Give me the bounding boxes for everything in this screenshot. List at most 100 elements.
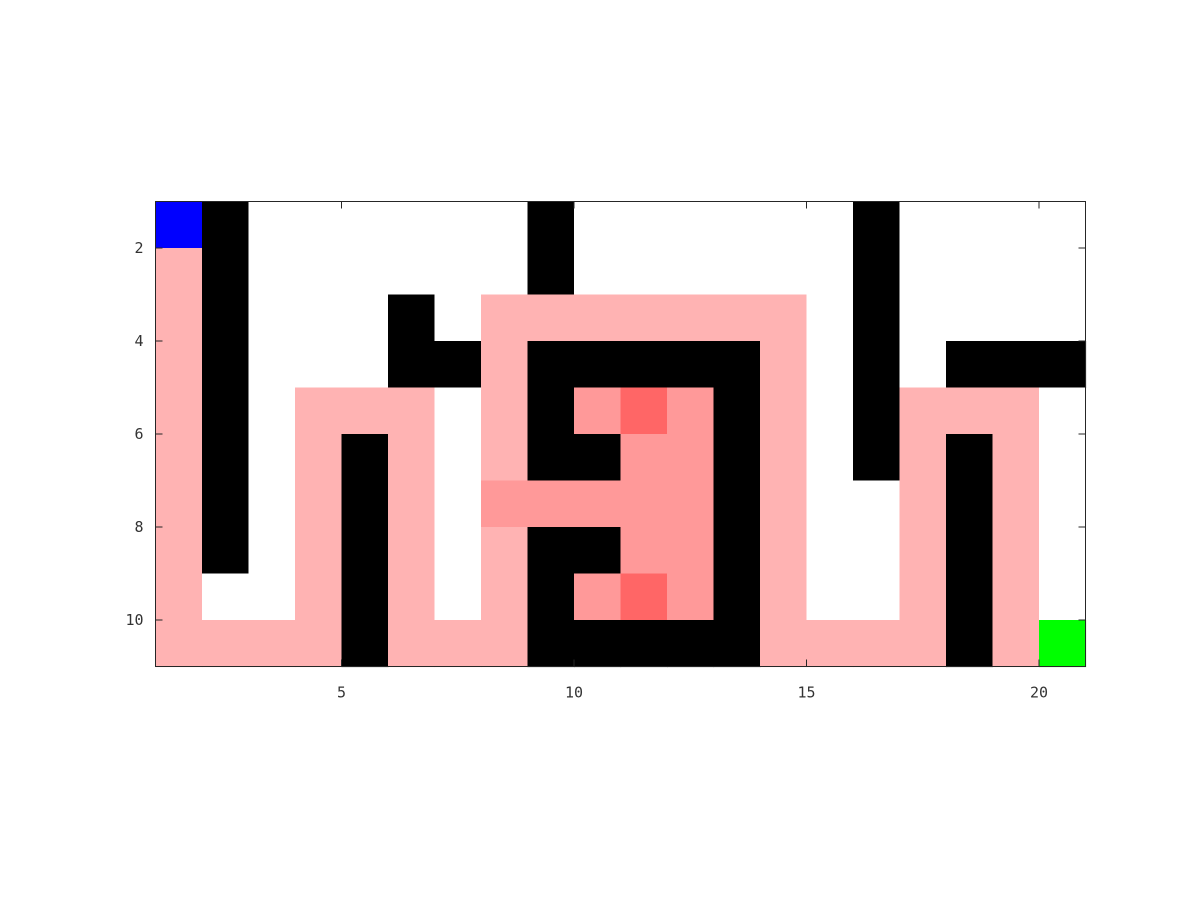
heatmap-cell <box>295 480 343 528</box>
heatmap-cell <box>388 527 436 575</box>
heatmap-cell <box>295 434 343 482</box>
heatmap-cell <box>155 480 203 528</box>
heatmap-cell <box>760 294 808 342</box>
heatmap-cell <box>946 527 994 575</box>
heatmap-cell <box>899 248 947 296</box>
heatmap-cell <box>899 341 947 389</box>
heatmap-cell <box>667 480 715 528</box>
heatmap-cell <box>992 387 1040 435</box>
heatmap-cell <box>620 248 668 296</box>
heatmap-cell <box>992 248 1040 296</box>
heatmap-cell <box>527 341 575 389</box>
heatmap-cell <box>155 387 203 435</box>
heatmap-cell <box>992 527 1040 575</box>
heatmap-cell <box>248 434 296 482</box>
heatmap-cell <box>574 620 622 668</box>
heatmap-cell <box>992 341 1040 389</box>
heatmap-cell <box>341 620 389 668</box>
heatmap-cell <box>992 201 1040 249</box>
heatmap-cell <box>620 573 668 621</box>
heatmap-cell <box>899 387 947 435</box>
heatmap-cell <box>760 620 808 668</box>
heatmap-cell <box>667 620 715 668</box>
heatmap-cell <box>853 527 901 575</box>
heatmap-cell <box>946 387 994 435</box>
y-tick-labels: 2 4 6 8 10 <box>125 239 143 629</box>
heatmap-cell <box>202 573 250 621</box>
heatmap-cell <box>341 480 389 528</box>
heatmap-cell <box>574 573 622 621</box>
heatmap-cell <box>202 480 250 528</box>
heatmap-cell <box>853 201 901 249</box>
heatmap-cell <box>760 434 808 482</box>
heatmap-cell <box>248 620 296 668</box>
heatmap-cell <box>388 573 436 621</box>
heatmap-cell <box>713 248 761 296</box>
heatmap-cell <box>527 434 575 482</box>
heatmap-cell <box>434 387 482 435</box>
heatmap-cell <box>527 387 575 435</box>
x-tick-labels: 5 10 15 20 <box>337 684 1048 702</box>
heatmap-cell <box>1039 201 1087 249</box>
heatmap-cell <box>202 434 250 482</box>
heatmap-cell <box>341 434 389 482</box>
heatmap-cell <box>388 248 436 296</box>
heatmap-cell <box>853 248 901 296</box>
heatmap-cell <box>760 480 808 528</box>
heatmap-cell <box>388 620 436 668</box>
heatmap-cell <box>341 341 389 389</box>
heatmap-cell <box>713 294 761 342</box>
heatmap-cell <box>899 620 947 668</box>
heatmap-cell <box>946 201 994 249</box>
heatmap-cell <box>434 341 482 389</box>
heatmap-cell <box>620 480 668 528</box>
heatmap-cell <box>992 434 1040 482</box>
heatmap-cell <box>388 201 436 249</box>
heatmap-cell <box>155 201 203 249</box>
heatmap-cell <box>295 620 343 668</box>
heatmap-cell <box>434 573 482 621</box>
heatmap-cell <box>248 480 296 528</box>
heatmap-cell <box>620 201 668 249</box>
heatmap-cell <box>1039 341 1087 389</box>
heatmap-cell <box>1039 387 1087 435</box>
heatmap-cell <box>806 341 854 389</box>
heatmap-cell <box>481 480 529 528</box>
heatmap-cell <box>481 248 529 296</box>
heatmap-cell <box>853 620 901 668</box>
heatmap-cell <box>992 480 1040 528</box>
heatmap-cell <box>434 620 482 668</box>
heatmap-cell <box>202 387 250 435</box>
heatmap-cell <box>574 527 622 575</box>
heatmap-cell <box>713 527 761 575</box>
heatmap-cell <box>155 573 203 621</box>
heatmap-cell <box>155 434 203 482</box>
heatmap-cell <box>202 248 250 296</box>
heatmap-cell <box>667 527 715 575</box>
heatmap-cell <box>667 573 715 621</box>
heatmap-cell <box>574 434 622 482</box>
heatmap-cell <box>527 480 575 528</box>
heatmap-cell <box>481 201 529 249</box>
heatmap-cell <box>667 434 715 482</box>
heatmap-cell <box>574 294 622 342</box>
heatmap-cell <box>853 387 901 435</box>
heatmap-cell <box>527 527 575 575</box>
heatmap-cell <box>481 527 529 575</box>
heatmap-cell <box>434 480 482 528</box>
heatmap-cell <box>248 248 296 296</box>
heatmap-cell <box>853 573 901 621</box>
heatmap-cell <box>946 573 994 621</box>
heatmap-cell <box>527 573 575 621</box>
heatmap-cell <box>295 248 343 296</box>
heatmap-cell <box>295 341 343 389</box>
heatmap-cell <box>341 248 389 296</box>
heatmap-cell <box>574 387 622 435</box>
heatmap-cell <box>620 387 668 435</box>
heatmap-cell <box>202 527 250 575</box>
heatmap-cell <box>155 248 203 296</box>
heatmap-cell <box>574 248 622 296</box>
heatmap-cell <box>946 434 994 482</box>
heatmap-cell <box>155 527 203 575</box>
heatmap-cell <box>434 248 482 296</box>
